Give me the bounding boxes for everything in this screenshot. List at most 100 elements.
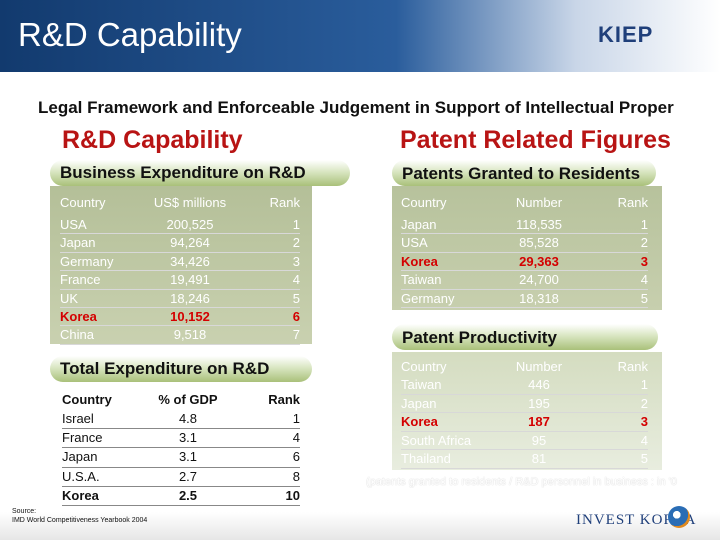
slide-title: R&D Capability bbox=[18, 16, 242, 53]
table-cell-country: Thailand bbox=[401, 451, 451, 467]
table-cell-country: UK bbox=[60, 290, 79, 306]
table-cell-rank: 1 bbox=[640, 217, 648, 232]
row-divider bbox=[401, 307, 648, 308]
table-cell-country: USA bbox=[401, 235, 428, 251]
table-cell-rank: 4 bbox=[292, 430, 300, 446]
table-cell-rank: 5 bbox=[640, 290, 648, 306]
table-cell-country: China bbox=[60, 327, 94, 343]
row-divider bbox=[62, 466, 300, 468]
source-text: IMD World Competitiveness Yearbook 2004 bbox=[12, 517, 148, 524]
table-cell-rank: 6 bbox=[292, 309, 300, 324]
kiep-logo-text: KIEP bbox=[598, 22, 654, 47]
table-cell-value: 4.8 bbox=[178, 411, 198, 426]
table-cell-value: 19,491 bbox=[170, 272, 210, 288]
title-band bbox=[0, 0, 720, 72]
table-cell-country: Taiwan bbox=[401, 377, 442, 392]
row-divider bbox=[401, 233, 648, 235]
invest-korea-logo: INVEST KOREA bbox=[576, 512, 697, 528]
table-cell-country: Taiwan bbox=[401, 272, 442, 288]
table-cell-country: France bbox=[60, 272, 101, 288]
table-cell-value: 85,528 bbox=[519, 235, 559, 251]
column-header: Rank bbox=[268, 392, 300, 407]
table-cell-value: 118,535 bbox=[515, 217, 563, 232]
table-cell-value: 81 bbox=[531, 451, 547, 467]
row-divider bbox=[60, 233, 300, 235]
table-cell-country: Korea bbox=[62, 487, 99, 503]
row-divider bbox=[401, 270, 648, 272]
row-divider bbox=[401, 251, 648, 253]
total-expenditure-pill bbox=[50, 356, 312, 382]
table-cell-value: 3.1 bbox=[178, 430, 198, 446]
invest-korea-emblem bbox=[668, 506, 690, 528]
left-section-heading: R&D Capability bbox=[62, 126, 243, 154]
table-cell-value: 9,518 bbox=[173, 327, 207, 343]
business-expenditure-title: Business Expenditure on R&D bbox=[60, 163, 306, 182]
kiep-logo: KIEP bbox=[598, 22, 666, 48]
table-cell-rank: 1 bbox=[292, 411, 300, 426]
table-cell-rank: 2 bbox=[640, 235, 648, 251]
column-header: Country bbox=[60, 195, 106, 210]
row-divider bbox=[62, 428, 300, 430]
slide-subtitle: Legal Framework and Enforceable Judgemen… bbox=[38, 98, 674, 117]
table-cell-rank: 3 bbox=[292, 253, 300, 269]
row-divider bbox=[60, 325, 300, 327]
table-cell-country: Korea bbox=[401, 414, 438, 430]
table-cell-country: Israel bbox=[62, 411, 94, 426]
patents-granted-title: Patents Granted to Residents bbox=[402, 164, 641, 183]
row-divider bbox=[60, 343, 300, 345]
table-cell-rank: 5 bbox=[292, 290, 300, 306]
table-cell-rank: 5 bbox=[640, 451, 648, 467]
row-divider bbox=[60, 251, 300, 253]
table-cell-country: Korea bbox=[60, 309, 97, 324]
table-cell-value: 2.7 bbox=[178, 468, 198, 484]
column-header: Rank bbox=[617, 359, 648, 374]
table-cell-value: 3.1 bbox=[178, 449, 198, 465]
table-cell-country: Japan bbox=[60, 235, 96, 251]
table-cell-country: Japan bbox=[62, 449, 98, 465]
row-divider bbox=[401, 430, 648, 432]
column-header: Country bbox=[401, 195, 447, 210]
table-cell-rank: 1 bbox=[292, 217, 300, 232]
table-cell-value: 29,363 bbox=[519, 253, 559, 269]
column-header: Number bbox=[515, 195, 563, 210]
patent-productivity-pill bbox=[392, 324, 658, 350]
row-divider bbox=[60, 307, 300, 308]
table-cell-value: 2.5 bbox=[178, 487, 198, 503]
table-cell-value: 24,700 bbox=[519, 272, 559, 288]
business-expenditure-pill bbox=[50, 160, 350, 186]
row-divider bbox=[62, 485, 300, 487]
patents-granted-pill bbox=[392, 160, 656, 186]
column-header: Country bbox=[401, 359, 447, 374]
table-cell-value: 18,318 bbox=[519, 290, 559, 306]
column-header: Rank bbox=[617, 195, 648, 210]
table-cell-value: 94,264 bbox=[170, 235, 210, 251]
row-divider bbox=[401, 393, 648, 395]
table-cell-value: 34,426 bbox=[170, 253, 210, 269]
table-cell-rank: 3 bbox=[640, 253, 648, 269]
table-cell-rank: 2 bbox=[640, 395, 648, 411]
table-cell-rank: 10 bbox=[285, 487, 300, 503]
source-note: Source: IMD World Competitiveness Yearbo… bbox=[12, 507, 147, 525]
table-cell-country: Germany bbox=[60, 253, 114, 269]
table-cell-country: South Africa bbox=[401, 432, 472, 448]
column-header: % of GDP bbox=[158, 392, 218, 407]
table-cell-country: Japan bbox=[401, 395, 437, 411]
table-cell-rank: 4 bbox=[640, 432, 648, 448]
table-cell-rank: 8 bbox=[292, 468, 300, 484]
table-cell-country: France bbox=[62, 430, 103, 446]
table-cell-rank: 2 bbox=[292, 235, 300, 251]
source-label: Source: bbox=[12, 508, 37, 515]
table-cell-value: 95 bbox=[531, 432, 547, 448]
patent-productivity-footnote: (patents granted to residents / R&D pers… bbox=[366, 476, 677, 488]
row-divider bbox=[62, 505, 300, 506]
column-header: Country bbox=[62, 392, 112, 407]
table-cell-value: 10,152 bbox=[170, 309, 210, 324]
table-cell-country: Japan bbox=[401, 217, 437, 232]
table-cell-rank: 4 bbox=[640, 272, 648, 288]
business-expenditure-panel bbox=[50, 186, 312, 344]
table-cell-value: 187 bbox=[528, 414, 550, 430]
row-divider bbox=[60, 288, 300, 290]
table-cell-country: U.S.A. bbox=[62, 468, 100, 484]
column-header: Number bbox=[515, 359, 563, 374]
table-cell-rank: 1 bbox=[640, 377, 648, 392]
